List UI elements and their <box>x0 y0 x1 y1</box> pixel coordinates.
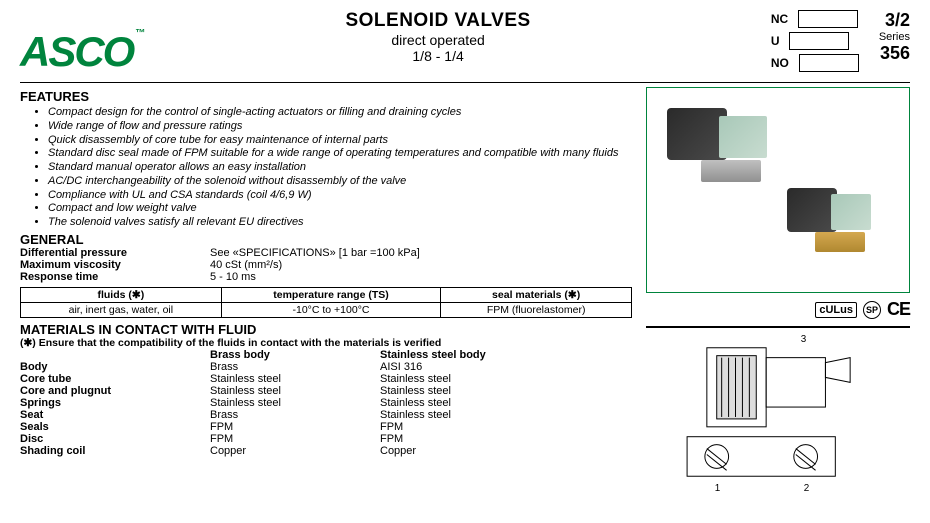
features-heading: FEATURES <box>20 89 632 104</box>
fluids-td: air, inert gas, water, oil <box>21 302 222 317</box>
fluids-th: fluids (✱) <box>21 287 222 302</box>
series-block: 3/2 Series 356 <box>879 10 910 64</box>
fluids-table: fluids (✱) temperature range (TS) seal m… <box>20 287 632 318</box>
mat-val: Stainless steel <box>380 397 550 409</box>
series-number: 356 <box>879 43 910 64</box>
symbol-nc-label: NC <box>771 12 788 26</box>
certifications: cULus SP CE <box>646 299 910 320</box>
mat-key: Seat <box>20 409 210 421</box>
csa-mark-icon: SP <box>863 301 881 319</box>
svg-text:2: 2 <box>804 483 810 494</box>
mat-val: Copper <box>210 445 380 457</box>
page-subtitle-1: direct operated <box>105 32 770 48</box>
features-section: FEATURES Compact design for the control … <box>20 89 632 230</box>
mat-val: Stainless steel <box>210 373 380 385</box>
general-key: Differential pressure <box>20 247 210 259</box>
general-val: 40 cSt (mm²/s) <box>210 259 282 271</box>
mat-key: Shading coil <box>20 445 210 457</box>
mat-val: Brass <box>210 409 380 421</box>
mat-key: Core and plugnut <box>20 385 210 397</box>
fluids-td: -10°C to +100°C <box>221 302 441 317</box>
feature-item: AC/DC interchangeability of the solenoid… <box>48 175 632 189</box>
symbol-u-label: U <box>771 34 780 48</box>
ul-mark-icon: cULus <box>815 302 857 318</box>
page-subtitle-2: 1/8 - 1/4 <box>105 48 770 64</box>
mat-key: Core tube <box>20 373 210 385</box>
feature-item: Wide range of flow and pressure ratings <box>48 120 632 134</box>
mat-val: Stainless steel <box>380 409 550 421</box>
mat-key: Body <box>20 361 210 373</box>
mat-val: Brass <box>210 361 380 373</box>
mat-key: Seals <box>20 421 210 433</box>
mat-val: AISI 316 <box>380 361 550 373</box>
mat-val: FPM <box>380 433 550 445</box>
ce-mark-icon: CE <box>887 299 910 320</box>
symbol-nc-icon <box>798 10 858 28</box>
mat-col-head: Stainless steel body <box>380 349 550 361</box>
mat-val: Stainless steel <box>210 397 380 409</box>
series-label: Series <box>879 31 910 43</box>
brand-logo: ASCO™ <box>20 28 145 76</box>
technical-drawing: 3 1 2 <box>646 326 910 496</box>
feature-item: The solenoid valves satisfy all relevant… <box>48 216 632 230</box>
mat-val: Stainless steel <box>380 385 550 397</box>
mat-val: FPM <box>210 421 380 433</box>
materials-note: (✱) Ensure that the compatibility of the… <box>20 337 632 349</box>
mat-val: FPM <box>210 433 380 445</box>
general-val: See «SPECIFICATIONS» [1 bar =100 kPa] <box>210 247 420 259</box>
mat-key: Springs <box>20 397 210 409</box>
general-val: 5 - 10 ms <box>210 271 256 283</box>
svg-text:1: 1 <box>715 483 721 494</box>
fluids-th: temperature range (TS) <box>221 287 441 302</box>
feature-item: Standard manual operator allows an easy … <box>48 161 632 175</box>
feature-item: Compact design for the control of single… <box>48 106 632 120</box>
mat-key: Disc <box>20 433 210 445</box>
mat-val: Stainless steel <box>210 385 380 397</box>
feature-item: Standard disc seal made of FPM suitable … <box>48 147 632 161</box>
mat-val: FPM <box>380 421 550 433</box>
mat-col-head: Brass body <box>210 349 380 361</box>
svg-text:3: 3 <box>801 334 807 345</box>
mat-val: Stainless steel <box>380 373 550 385</box>
feature-item: Quick disassembly of core tube for easy … <box>48 134 632 148</box>
symbol-u-icon <box>789 32 849 50</box>
feature-item: Compliance with UL and CSA standards (co… <box>48 189 632 203</box>
general-key: Maximum viscosity <box>20 259 210 271</box>
feature-item: Compact and low weight valve <box>48 202 632 216</box>
materials-heading: MATERIALS IN CONTACT WITH FLUID <box>20 322 632 337</box>
page-title: SOLENOID VALVES <box>105 10 770 32</box>
general-key: Response time <box>20 271 210 283</box>
series-ratio: 3/2 <box>879 10 910 31</box>
mat-val: Copper <box>380 445 550 457</box>
general-heading: GENERAL <box>20 232 632 247</box>
logo-tm: ™ <box>135 28 145 39</box>
function-symbols: NC U NO <box>771 10 859 72</box>
logo-text: ASCO <box>20 28 133 75</box>
symbol-no-icon <box>799 54 859 72</box>
fluids-th: seal materials (✱) <box>441 287 632 302</box>
title-block: SOLENOID VALVES direct operated 1/8 - 1/… <box>105 10 770 64</box>
fluids-td: FPM (fluorelastomer) <box>441 302 632 317</box>
materials-grid: Brass body Stainless steel body BodyBras… <box>20 349 632 457</box>
divider <box>20 82 910 83</box>
features-list: Compact design for the control of single… <box>20 106 632 230</box>
mat-col-head <box>20 349 210 361</box>
symbol-no-label: NO <box>771 56 789 70</box>
product-photo <box>646 87 910 293</box>
